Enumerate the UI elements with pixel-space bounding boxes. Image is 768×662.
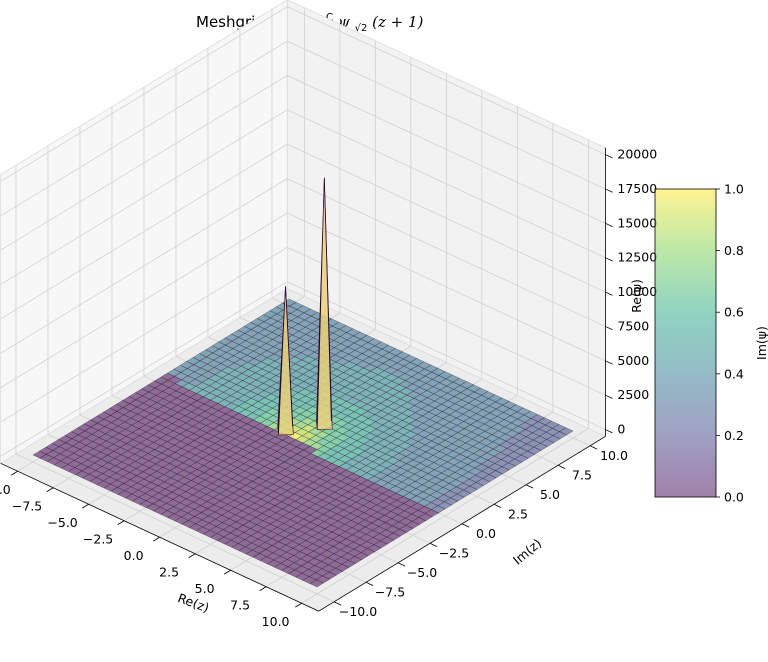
title-sub: √2 xyxy=(355,23,368,34)
grid-line-z-back xyxy=(287,246,606,396)
colorbar-tick-label: 1.0 xyxy=(724,182,744,197)
title-sup: C xyxy=(326,12,333,24)
colorbar-tick-label: 0.4 xyxy=(724,366,744,381)
colorbar-frame xyxy=(654,188,717,498)
z-tick-label: 17500 xyxy=(617,181,657,196)
grid-line-z-back xyxy=(287,178,606,327)
colorbar: 0.0 0.2 0.4 0.6 0.8 1.0 Im(ψ) xyxy=(654,182,768,505)
colorbar-gradient xyxy=(655,189,716,497)
y-tick-mark xyxy=(461,523,470,528)
x-tick-mark xyxy=(46,487,54,492)
y-axis-label: Im(z) xyxy=(510,535,544,567)
x-tick-mark xyxy=(117,520,125,525)
y-tick-mark xyxy=(525,484,534,489)
grid-line-z-back xyxy=(287,212,606,362)
x-tick-mark xyxy=(259,586,267,591)
colorbar-tick-label: 0.6 xyxy=(724,305,744,320)
grid-line-y-floor xyxy=(15,453,335,603)
x-tick-label: −5.0 xyxy=(47,515,77,530)
z-tick-label: 15000 xyxy=(617,215,657,230)
x-tick-label: −10.0 xyxy=(0,482,11,497)
grid-line-z-back xyxy=(287,40,606,190)
z-tick-mark xyxy=(605,360,613,365)
y-tick-label: 2.5 xyxy=(508,506,528,521)
y-tick-label: −2.5 xyxy=(439,545,469,560)
grid-line-z-back xyxy=(287,143,606,293)
z-tick-mark xyxy=(605,154,613,159)
x-tick-mark xyxy=(295,602,302,608)
z-tick-label: 5000 xyxy=(617,353,649,368)
grid-line-z-left xyxy=(0,143,288,320)
z-tick-mark xyxy=(605,429,613,434)
z-tick-label: 10000 xyxy=(617,284,657,299)
grid-line-z-back xyxy=(287,109,606,259)
surface-cell xyxy=(309,579,324,588)
colorbar-tick-label: 0.0 xyxy=(724,490,744,505)
z-tick-label: 0 xyxy=(617,422,625,437)
z-tick-mark xyxy=(605,222,613,227)
z-tick-label: 7500 xyxy=(617,318,649,333)
x-tick-mark xyxy=(153,536,160,542)
x-tick-mark xyxy=(224,569,231,575)
y-tick-label: −7.5 xyxy=(375,584,405,599)
peak-2-edge xyxy=(285,286,293,427)
grid-line-z-back xyxy=(287,6,606,155)
z-tick-label: 20000 xyxy=(617,147,657,162)
axes-ticks: −10.0−7.5−5.0−2.50.02.55.07.510.0−10.0−7… xyxy=(0,147,657,630)
colorbar-tick-label: 0.2 xyxy=(724,428,744,443)
y-tick-label: 7.5 xyxy=(572,467,592,482)
grid-line-z-left xyxy=(0,281,288,457)
grid-line-z-left xyxy=(0,212,288,389)
y-tick-label: −10.0 xyxy=(339,604,377,619)
grid-line-z-left xyxy=(0,178,288,354)
x-tick-label: 10.0 xyxy=(262,614,290,629)
x-tick-mark xyxy=(11,470,18,476)
y-tick-mark xyxy=(589,445,598,450)
z-tick-mark xyxy=(605,257,613,262)
grid-line-z-left xyxy=(0,40,288,217)
grid-line-z-back xyxy=(287,75,606,224)
grid-line-z-left xyxy=(0,247,288,423)
grid-line-z-left xyxy=(0,109,288,285)
grid-line-z-left xyxy=(0,6,288,182)
y-tick-mark xyxy=(333,601,342,606)
z-tick-label: 12500 xyxy=(617,250,657,265)
y-tick-mark xyxy=(397,562,406,567)
x-tick-label: 0.0 xyxy=(124,548,144,563)
x-tick-mark xyxy=(188,553,196,558)
x-tick-label: −2.5 xyxy=(83,532,113,547)
x-tick-label: −7.5 xyxy=(12,499,42,514)
y-tick-label: 5.0 xyxy=(540,487,560,502)
x-tick-label: 5.0 xyxy=(195,581,215,596)
z-tick-label: 2500 xyxy=(617,387,649,402)
x-tick-mark xyxy=(82,503,89,509)
colorbar-label: Im(ψ) xyxy=(754,326,768,360)
x-tick-label: 7.5 xyxy=(230,598,250,613)
z-tick-mark xyxy=(605,326,613,331)
grid-line-z-back xyxy=(287,281,606,430)
y-tick-mark xyxy=(493,503,502,508)
z-tick-mark xyxy=(605,188,613,193)
colorbar-ticks: 0.0 0.2 0.4 0.6 0.8 1.0 xyxy=(716,182,744,505)
grid-line-z-left xyxy=(0,75,288,251)
y-tick-label: 10.0 xyxy=(600,448,628,463)
y-tick-label: 0.0 xyxy=(476,526,496,541)
y-tick-mark xyxy=(429,542,438,547)
title-arg: (z + 1) xyxy=(372,13,423,31)
y-tick-mark xyxy=(365,581,374,586)
y-tick-label: −5.0 xyxy=(407,565,437,580)
colorbar-tick-label: 0.8 xyxy=(724,243,744,258)
x-tick-label: 2.5 xyxy=(159,565,179,580)
z-tick-mark xyxy=(605,394,613,399)
surface-mesh xyxy=(32,298,574,588)
peak-1-edge xyxy=(323,177,332,422)
z-tick-mark xyxy=(605,291,613,296)
surface-peaks xyxy=(277,177,333,436)
y-tick-mark xyxy=(557,464,566,469)
z-axis-label: Re(ψ) xyxy=(629,279,644,313)
